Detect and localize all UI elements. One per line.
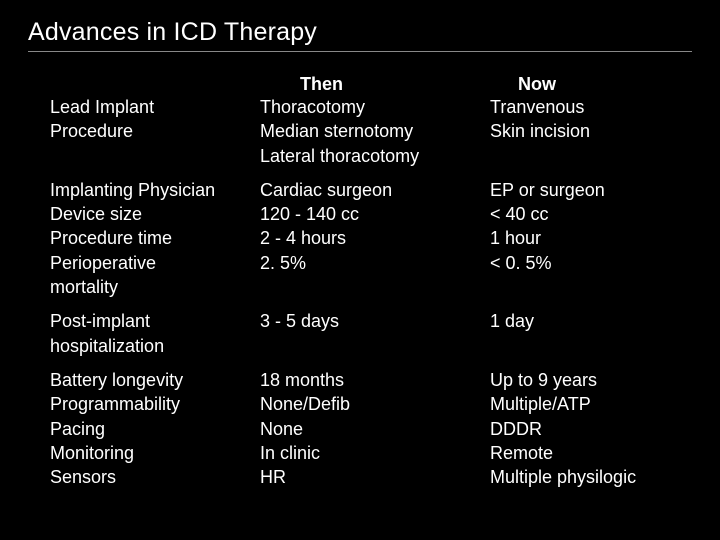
row-now: Remote: [490, 441, 682, 465]
table-row: Procedure time2 - 4 hours1 hour: [50, 226, 682, 250]
row-now: Multiple/ATP: [490, 392, 682, 416]
row-label: mortality: [50, 275, 260, 299]
row-then: 3 - 5 days: [260, 309, 490, 333]
slide-title: Advances in ICD Therapy: [28, 18, 692, 52]
row-then: HR: [260, 465, 490, 489]
row-label: Sensors: [50, 465, 260, 489]
row-then: In clinic: [260, 441, 490, 465]
row-label: Perioperative: [50, 251, 260, 275]
header-then: Then: [260, 74, 490, 95]
row-label: [50, 144, 260, 168]
row-then: Median sternotomy: [260, 119, 490, 143]
row-label: Battery longevity: [50, 368, 260, 392]
table-row: ProgrammabilityNone/DefibMultiple/ATP: [50, 392, 682, 416]
slide: Advances in ICD Therapy Then Now Lead Im…: [0, 0, 720, 540]
table-row: mortality: [50, 275, 682, 299]
table-row: Device size120 - 140 cc< 40 cc: [50, 202, 682, 226]
row-now: EP or surgeon: [490, 178, 682, 202]
table-row: Lead ImplantThoracotomyTranvenous: [50, 95, 682, 119]
row-then: Cardiac surgeon: [260, 178, 490, 202]
row-then: None/Defib: [260, 392, 490, 416]
row-then: 2. 5%: [260, 251, 490, 275]
row-now: Skin incision: [490, 119, 682, 143]
table-row: Lateral thoracotomy: [50, 144, 682, 168]
header-now: Now: [490, 74, 682, 95]
row-then: None: [260, 417, 490, 441]
comparison-table: Then Now Lead ImplantThoracotomyTranveno…: [28, 74, 692, 489]
row-label: Pacing: [50, 417, 260, 441]
row-now: < 0. 5%: [490, 251, 682, 275]
row-label: Programmability: [50, 392, 260, 416]
row-label: Monitoring: [50, 441, 260, 465]
row-gap: [50, 299, 682, 309]
row-gap: [50, 358, 682, 368]
table-row: Post-implant3 - 5 days1 day: [50, 309, 682, 333]
table-row: ProcedureMedian sternotomySkin incision: [50, 119, 682, 143]
row-now: [490, 334, 682, 358]
row-then: Thoracotomy: [260, 95, 490, 119]
table-row: Battery longevity18 monthsUp to 9 years: [50, 368, 682, 392]
row-label: Procedure time: [50, 226, 260, 250]
row-now: [490, 275, 682, 299]
table-row: MonitoringIn clinicRemote: [50, 441, 682, 465]
row-now: Tranvenous: [490, 95, 682, 119]
table-header-row: Then Now: [50, 74, 682, 95]
row-now: Multiple physilogic: [490, 465, 682, 489]
row-then: 18 months: [260, 368, 490, 392]
row-then: Lateral thoracotomy: [260, 144, 490, 168]
row-gap: [50, 168, 682, 178]
row-now: 1 day: [490, 309, 682, 333]
table-row: SensorsHRMultiple physilogic: [50, 465, 682, 489]
row-then: 120 - 140 cc: [260, 202, 490, 226]
row-then: [260, 334, 490, 358]
table-row: Perioperative2. 5%< 0. 5%: [50, 251, 682, 275]
table-row: hospitalization: [50, 334, 682, 358]
row-then: [260, 275, 490, 299]
table-body: Lead ImplantThoracotomyTranvenousProcedu…: [50, 95, 682, 489]
row-label: hospitalization: [50, 334, 260, 358]
table-row: Implanting PhysicianCardiac surgeonEP or…: [50, 178, 682, 202]
row-label: Implanting Physician: [50, 178, 260, 202]
row-now: 1 hour: [490, 226, 682, 250]
row-now: DDDR: [490, 417, 682, 441]
row-then: 2 - 4 hours: [260, 226, 490, 250]
row-now: [490, 144, 682, 168]
row-label: Post-implant: [50, 309, 260, 333]
row-label: Device size: [50, 202, 260, 226]
table-row: PacingNoneDDDR: [50, 417, 682, 441]
header-spacer: [50, 74, 260, 95]
row-now: Up to 9 years: [490, 368, 682, 392]
row-label: Lead Implant: [50, 95, 260, 119]
row-now: < 40 cc: [490, 202, 682, 226]
row-label: Procedure: [50, 119, 260, 143]
